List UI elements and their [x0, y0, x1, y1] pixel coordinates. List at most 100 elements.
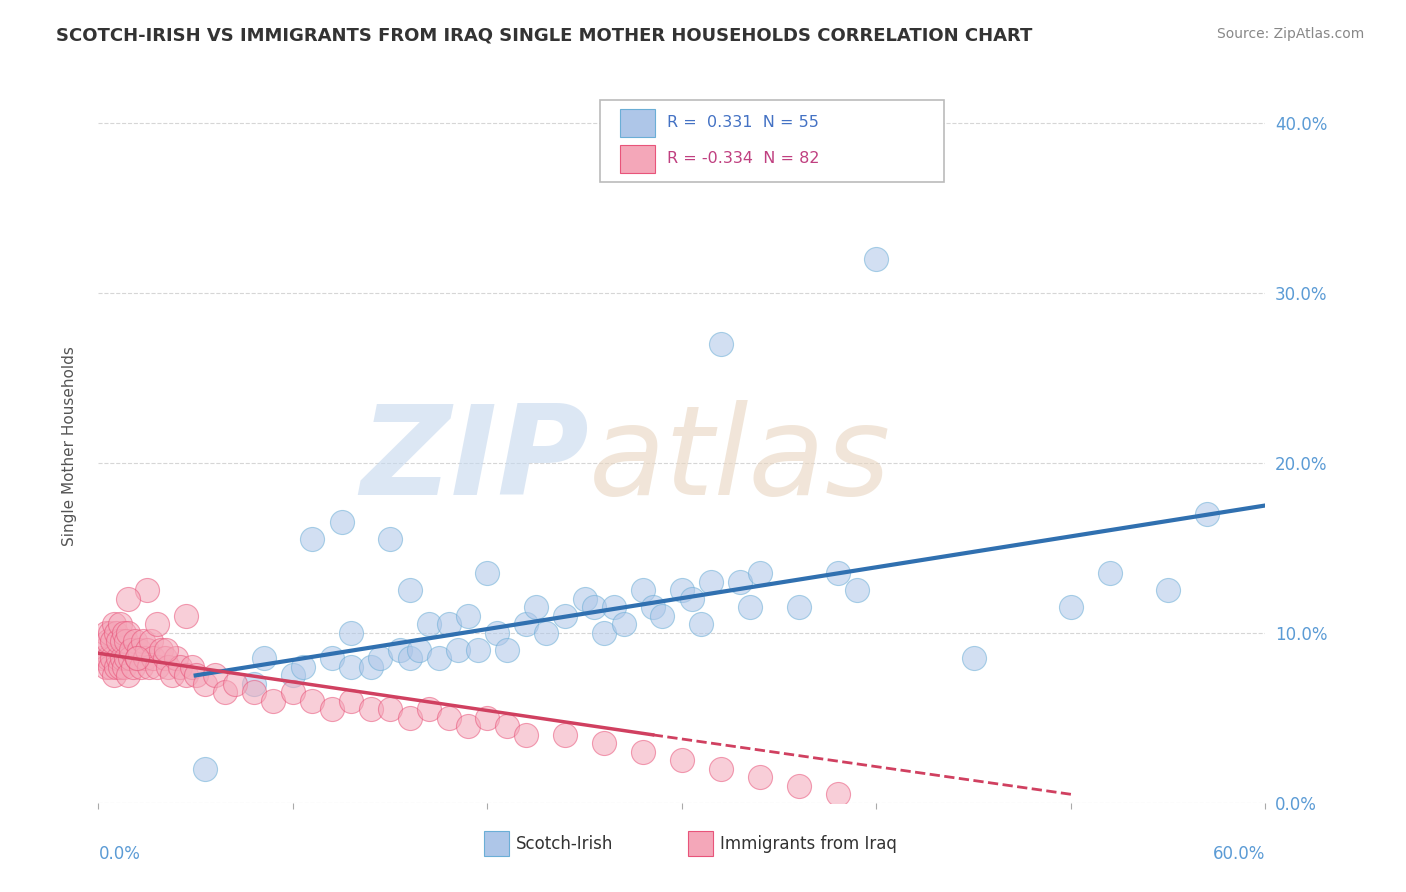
Point	[128, 643, 150, 657]
Point	[418, 702, 440, 716]
Point	[117, 668, 139, 682]
Point	[748, 566, 770, 581]
Point	[827, 787, 849, 801]
Point	[112, 660, 135, 674]
Point	[114, 651, 136, 665]
Point	[671, 583, 693, 598]
Point	[180, 660, 202, 674]
Point	[1098, 566, 1121, 581]
Point	[340, 694, 363, 708]
Point	[184, 668, 207, 682]
Point	[398, 651, 420, 665]
Point	[398, 711, 420, 725]
Point	[97, 651, 120, 665]
Text: ZIP: ZIP	[360, 400, 589, 521]
Point	[98, 660, 121, 674]
Point	[127, 651, 149, 665]
Point	[748, 770, 770, 784]
Point	[204, 668, 226, 682]
Text: atlas: atlas	[589, 400, 890, 521]
Point	[224, 677, 246, 691]
Point	[340, 626, 363, 640]
Point	[301, 533, 323, 547]
Point	[360, 702, 382, 716]
Text: 60.0%: 60.0%	[1213, 846, 1265, 863]
Point	[136, 643, 159, 657]
Point	[477, 566, 499, 581]
Point	[457, 608, 479, 623]
Point	[146, 617, 169, 632]
FancyBboxPatch shape	[600, 100, 945, 182]
Point	[681, 591, 703, 606]
Point	[157, 660, 180, 674]
Point	[613, 617, 636, 632]
Point	[291, 660, 314, 674]
Point	[253, 651, 276, 665]
Point	[360, 660, 382, 674]
Text: Source: ZipAtlas.com: Source: ZipAtlas.com	[1216, 27, 1364, 41]
Point	[165, 651, 187, 665]
Point	[710, 762, 733, 776]
Point	[554, 728, 576, 742]
Bar	[620, 145, 655, 173]
Point	[281, 685, 304, 699]
Text: R =  0.331  N = 55: R = 0.331 N = 55	[666, 115, 818, 130]
Point	[108, 660, 131, 674]
Point	[447, 643, 470, 657]
Point	[97, 634, 120, 648]
Point	[281, 668, 304, 682]
Point	[93, 643, 115, 657]
Point	[104, 660, 127, 674]
Point	[671, 753, 693, 767]
Point	[700, 574, 723, 589]
Point	[112, 626, 135, 640]
Point	[162, 668, 184, 682]
Point	[96, 626, 118, 640]
Text: Scotch-Irish: Scotch-Irish	[516, 835, 613, 853]
Point	[340, 660, 363, 674]
Point	[524, 600, 547, 615]
Point	[593, 736, 616, 750]
Text: Immigrants from Iraq: Immigrants from Iraq	[720, 835, 897, 853]
Point	[408, 643, 430, 657]
Point	[1060, 600, 1083, 615]
Point	[122, 660, 145, 674]
Point	[194, 677, 217, 691]
Point	[114, 634, 136, 648]
Point	[101, 634, 124, 648]
Point	[155, 643, 177, 657]
Point	[486, 626, 509, 640]
Point	[111, 634, 134, 648]
Point	[174, 608, 197, 623]
Point	[467, 643, 489, 657]
Point	[142, 651, 165, 665]
Point	[593, 626, 616, 640]
Point	[129, 660, 152, 674]
Point	[262, 694, 284, 708]
Point	[321, 651, 343, 665]
Point	[515, 617, 537, 632]
Point	[534, 626, 557, 640]
Point	[330, 516, 353, 530]
Point	[174, 668, 197, 682]
Point	[962, 651, 984, 665]
Point	[631, 745, 654, 759]
Point	[121, 643, 143, 657]
Y-axis label: Single Mother Households: Single Mother Households	[62, 346, 77, 546]
Point	[378, 533, 402, 547]
Point	[457, 719, 479, 733]
Bar	[484, 831, 509, 856]
Point	[787, 600, 810, 615]
Point	[301, 694, 323, 708]
Point	[651, 608, 673, 623]
Bar	[620, 109, 655, 137]
Point	[865, 252, 887, 266]
Point	[495, 643, 517, 657]
Point	[827, 566, 849, 581]
Point	[98, 626, 121, 640]
Point	[103, 668, 125, 682]
Point	[243, 685, 266, 699]
Point	[169, 660, 191, 674]
Point	[1157, 583, 1180, 598]
Point	[96, 660, 118, 674]
